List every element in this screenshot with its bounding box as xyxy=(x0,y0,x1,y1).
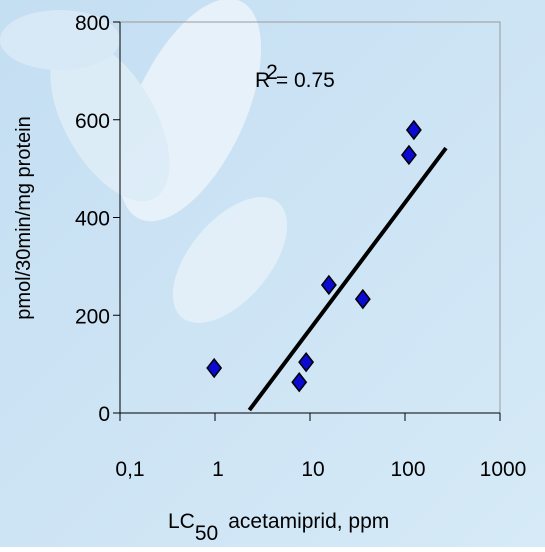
x-label-rest: acetamiprid, ppm xyxy=(228,510,389,533)
y-tick-label: 600 xyxy=(75,110,110,133)
point xyxy=(298,351,315,373)
x-tick-label: 10 xyxy=(301,458,324,481)
y-tick-label: 200 xyxy=(75,305,110,328)
y-tick-label: 800 xyxy=(75,12,110,35)
x-tick-label: 1 xyxy=(212,458,224,481)
x-tick-label: 0,1 xyxy=(115,458,144,481)
x-label-sub: 50 xyxy=(195,522,218,545)
point xyxy=(206,357,223,379)
point xyxy=(405,119,422,141)
trendline xyxy=(247,146,448,412)
annotation-text: = 0.75 xyxy=(276,69,335,92)
x-tick-label: 100 xyxy=(390,458,425,481)
annotation: R2= 0.75 xyxy=(255,61,335,92)
y-tick-label: 0 xyxy=(98,403,110,426)
point xyxy=(291,371,308,393)
point xyxy=(320,274,337,296)
x-axis-label: LC50 acetamiprid, ppm xyxy=(168,510,389,545)
y-tick-label: 400 xyxy=(75,208,110,231)
point xyxy=(400,144,417,166)
x-tick-label: 1000 xyxy=(480,458,527,481)
y-axis-label: pmol/30min/mg protein xyxy=(13,116,35,319)
annotation-sup: 2 xyxy=(266,61,278,84)
x-label-main: LC xyxy=(168,510,195,533)
flower-decoration xyxy=(0,0,288,323)
annotation-base: R xyxy=(255,69,270,92)
point xyxy=(354,288,371,310)
